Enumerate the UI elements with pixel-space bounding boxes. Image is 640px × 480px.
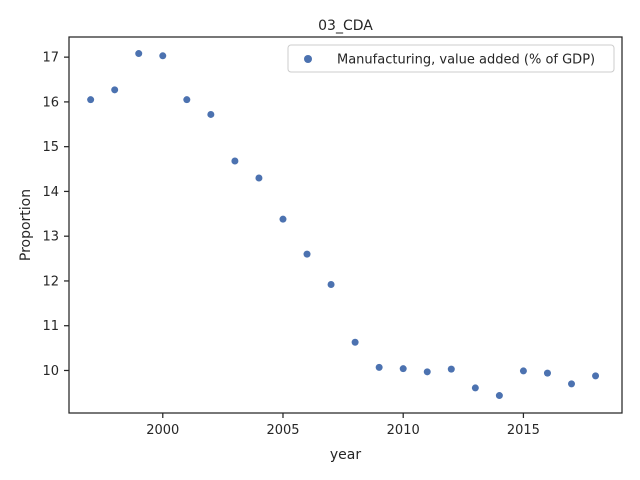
y-tick-label: 12 bbox=[42, 274, 59, 289]
data-point bbox=[423, 368, 431, 376]
x-axis-label: year bbox=[330, 447, 361, 463]
data-point bbox=[255, 174, 263, 182]
y-tick-label: 13 bbox=[42, 230, 59, 245]
legend-box bbox=[287, 44, 615, 73]
data-point bbox=[207, 110, 215, 118]
y-tick-label: 11 bbox=[42, 319, 59, 334]
data-point bbox=[279, 215, 287, 223]
data-point bbox=[447, 365, 455, 373]
data-point bbox=[351, 338, 359, 346]
data-point bbox=[87, 96, 95, 104]
y-tick-label: 15 bbox=[42, 140, 59, 155]
y-tick-label: 17 bbox=[42, 51, 59, 66]
data-point bbox=[327, 281, 335, 289]
data-point bbox=[399, 365, 407, 373]
legend-label: Manufacturing, value added (% of GDP) bbox=[337, 53, 595, 68]
data-point bbox=[519, 367, 527, 375]
y-axis-label: Proportion bbox=[18, 189, 34, 261]
data-point bbox=[543, 369, 551, 377]
data-point bbox=[375, 363, 383, 371]
y-tick-label: 14 bbox=[42, 185, 59, 200]
y-tick-label: 16 bbox=[42, 95, 59, 110]
data-point bbox=[183, 96, 191, 104]
data-point bbox=[592, 372, 600, 380]
x-tick-label: 2005 bbox=[266, 423, 299, 438]
plot-frame bbox=[68, 36, 623, 414]
legend: Manufacturing, value added (% of GDP) bbox=[287, 44, 615, 73]
legend-marker bbox=[304, 55, 312, 63]
data-point bbox=[231, 157, 239, 165]
chart-title: 03_CDA bbox=[318, 18, 373, 34]
data-point bbox=[568, 380, 576, 388]
data-point bbox=[159, 52, 167, 60]
data-point bbox=[111, 86, 119, 94]
plot-area: 2000 2005 2010 2015 10 11 12 13 14 15 16 17 bbox=[42, 36, 623, 438]
data-point bbox=[303, 250, 311, 258]
x-tick-label: 2015 bbox=[507, 423, 540, 438]
data-point bbox=[135, 50, 143, 58]
data-point bbox=[495, 392, 503, 400]
x-tick-label: 2000 bbox=[146, 423, 179, 438]
y-tick-label: 10 bbox=[42, 364, 59, 379]
data-point bbox=[471, 384, 479, 392]
x-tick-label: 2010 bbox=[387, 423, 420, 438]
